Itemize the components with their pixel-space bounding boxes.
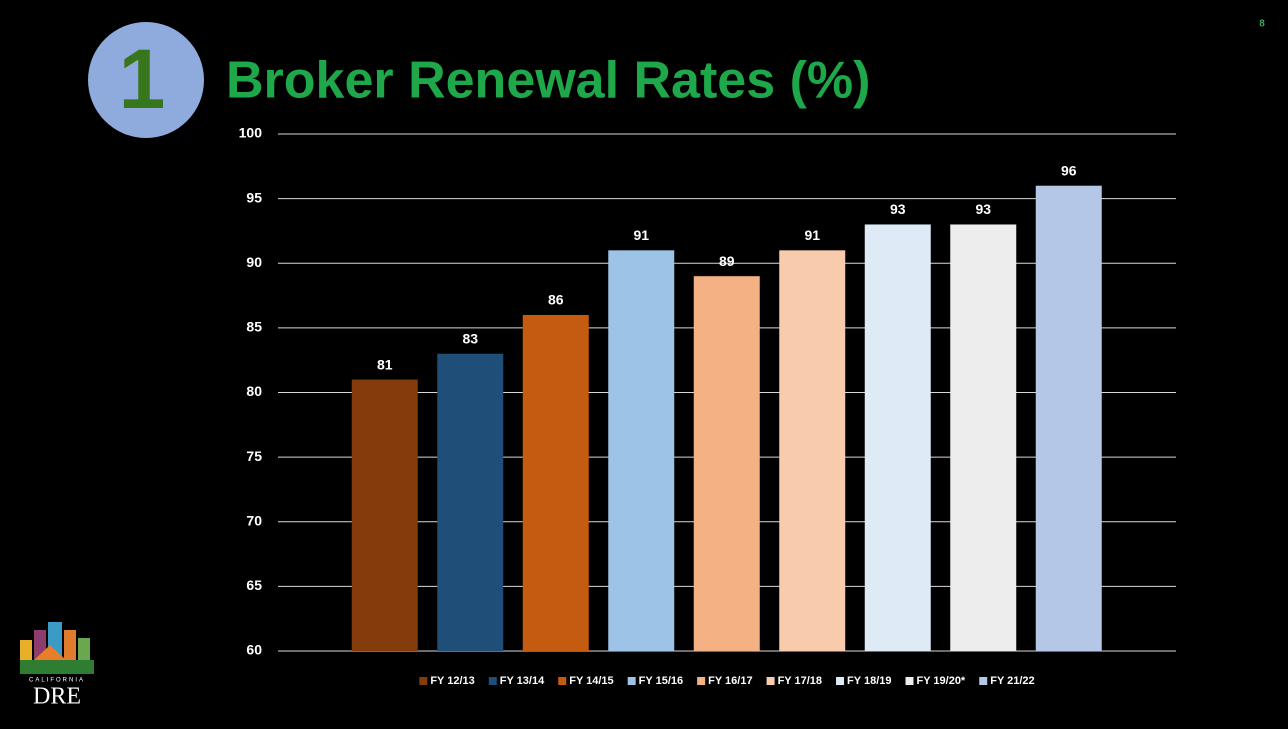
bar [779, 250, 846, 651]
legend-label: FY 12/13 [430, 675, 474, 687]
y-tick-label: 65 [246, 577, 262, 593]
bar [693, 276, 760, 651]
y-tick-label: 100 [239, 125, 263, 141]
legend-swatch [627, 677, 636, 685]
logo: CALIFORNIA DRE [20, 622, 94, 710]
data-label: 89 [719, 253, 735, 269]
bar [950, 224, 1017, 651]
legend-label: FY 14/15 [569, 675, 613, 687]
legend-swatch [697, 677, 706, 685]
badge-circle [88, 22, 204, 138]
logo-shape [64, 630, 76, 660]
y-tick-label: 95 [246, 189, 262, 205]
bar [522, 314, 589, 651]
legend-label: FY 17/18 [778, 675, 822, 687]
page-number: 8 [1259, 19, 1265, 30]
legend-swatch [419, 677, 428, 685]
logo-house [34, 645, 66, 660]
legend-swatch [905, 677, 914, 685]
y-tick-label: 90 [246, 254, 262, 270]
legend-label: FY 19/20* [916, 675, 965, 687]
bar [437, 353, 504, 651]
legend-swatch [558, 677, 567, 685]
legend-label: FY 18/19 [847, 675, 891, 687]
data-label: 93 [890, 201, 906, 217]
data-label: 81 [377, 356, 393, 372]
logo-state: CALIFORNIA [29, 678, 85, 684]
legend-label: FY 21/22 [990, 675, 1034, 687]
data-label: 86 [548, 292, 564, 308]
logo-shape [78, 638, 90, 660]
y-tick-label: 70 [246, 512, 262, 528]
y-tick-label: 80 [246, 383, 262, 399]
legend-label: FY 16/17 [708, 675, 752, 687]
y-tick-label: 75 [246, 448, 262, 464]
chart-title: Broker Renewal Rates (%) [226, 52, 870, 110]
badge-number: 1 [119, 32, 166, 126]
bar [864, 224, 931, 651]
logo-field [20, 660, 94, 674]
bar [1035, 185, 1102, 651]
legend: FY 12/13 FY 13/14 FY 14/15 FY 15/16 FY 16/17… [419, 675, 1035, 687]
legend-swatch [766, 677, 775, 685]
legend-swatch [836, 677, 845, 685]
data-label: 96 [1061, 162, 1077, 178]
data-label: 93 [975, 201, 991, 217]
logo-name: DRE [33, 684, 81, 710]
legend-swatch [979, 677, 988, 685]
logo-shape [20, 640, 32, 660]
legend-label: FY 15/16 [639, 675, 683, 687]
y-tick-label: 60 [246, 642, 262, 658]
bar [608, 250, 675, 651]
legend-label: FY 13/14 [500, 675, 545, 687]
data-label: 91 [633, 227, 649, 243]
data-label: 83 [462, 330, 478, 346]
legend-swatch [488, 677, 497, 685]
bar [351, 379, 418, 651]
y-tick-label: 85 [246, 319, 262, 335]
data-label: 91 [804, 227, 820, 243]
